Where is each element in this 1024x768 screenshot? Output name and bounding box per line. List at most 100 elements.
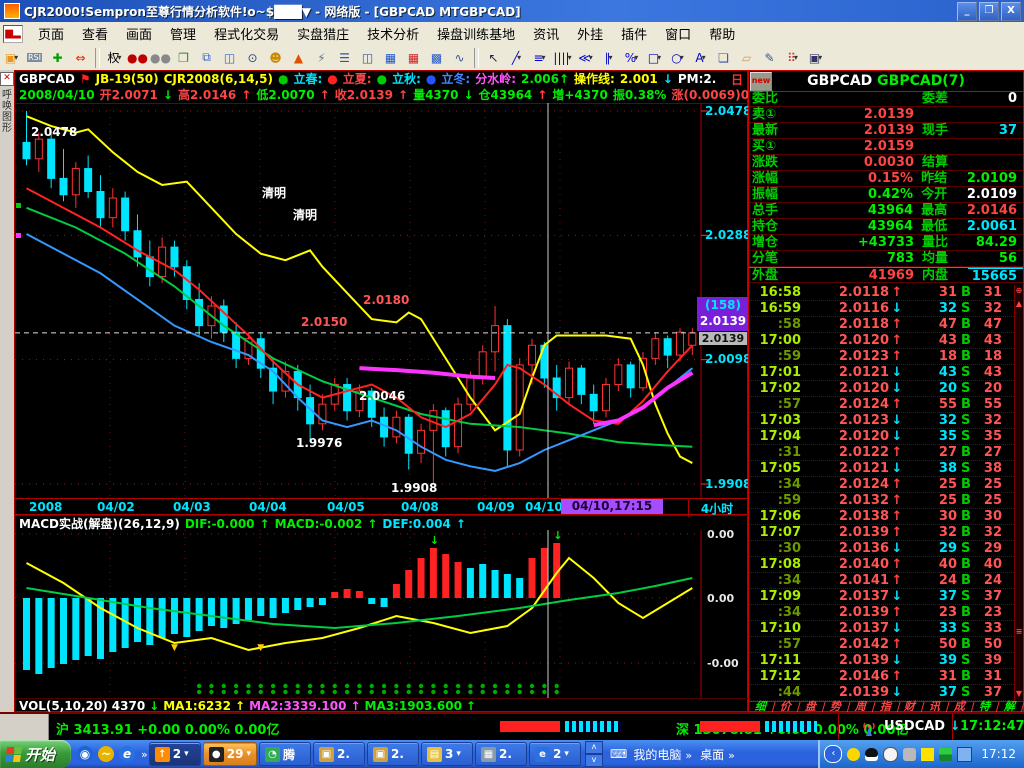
task-qq[interactable]: ● 29 ▾ <box>202 742 257 766</box>
tick-side: B <box>961 477 971 492</box>
tick-time: :57 <box>777 637 801 652</box>
percent-tool-icon[interactable]: % ▾ <box>624 50 639 65</box>
period-label[interactable]: 4小时 <box>688 500 745 517</box>
grid-select-icon[interactable]: ▩ <box>430 50 443 65</box>
traffic-light-icon[interactable]: ●● <box>127 50 148 65</box>
scroll-down-icon[interactable]: ▼ <box>1015 689 1023 698</box>
ie-icon[interactable]: e <box>119 746 136 762</box>
menu-item-外挂[interactable]: 外挂 <box>577 28 604 43</box>
scroll-up-icon[interactable]: ▲ <box>1015 299 1023 308</box>
deskband-item-我的电脑[interactable]: 我的电脑 <box>633 747 682 762</box>
minimize-button[interactable]: _ <box>957 2 977 21</box>
fan-lines-tool-icon[interactable]: ≪ ▾ <box>578 50 593 65</box>
period-flag[interactable]: 日 <box>730 73 743 87</box>
candlestick-chart[interactable] <box>15 103 749 498</box>
eraser-tool-icon[interactable]: ▱ <box>741 50 752 65</box>
deskband-item-桌面[interactable]: 桌面 <box>700 747 725 762</box>
text-segment: 开2.0071 <box>99 88 158 102</box>
side-tool-icon[interactable]: ✕ <box>0 72 14 86</box>
text-segment: ⚑ <box>79 72 91 86</box>
cursor-tool-icon[interactable]: ↖ <box>488 50 499 65</box>
text-segment: MA1:6232 <box>163 699 232 713</box>
channel-tool-icon[interactable]: ∥ ▾ <box>604 50 613 65</box>
menu-item-程式化交易[interactable]: 程式化交易 <box>214 28 280 43</box>
quote-value: 37 <box>998 123 1017 138</box>
rights-adjust-icon[interactable]: 权 ▾ <box>107 51 122 65</box>
menu-item-操盘训练基地[interactable]: 操盘训练基地 <box>437 28 516 43</box>
restore-button[interactable]: ❐ <box>979 2 999 21</box>
book-icon[interactable]: ◫ <box>223 50 236 65</box>
task-app-2a[interactable]: ▣ 2. <box>312 742 365 766</box>
menu-item-插件[interactable]: 插件 <box>621 28 648 43</box>
macd-chart[interactable]: ↓ ↓ ▼ ▼ <box>15 530 749 698</box>
vertical-lines-tool-icon[interactable]: |||| ▾ <box>553 50 572 65</box>
start-button[interactable]: 开始 <box>0 740 72 768</box>
gray-light-icon[interactable]: ●● <box>150 50 171 65</box>
tick-scrollbar[interactable]: ⊕ ▲ ≡ ▼ <box>1014 285 1023 701</box>
menu-item-帮助[interactable]: 帮助 <box>709 28 736 43</box>
list-view-icon[interactable]: ☰ <box>339 50 350 65</box>
menu-item-页面[interactable]: 页面 <box>38 28 65 43</box>
task-updater[interactable]: ↑ 2 ▾ <box>148 742 201 766</box>
menu-item-技术分析[interactable]: 技术分析 <box>367 28 420 43</box>
close-button[interactable]: X <box>1001 2 1021 21</box>
report-icon[interactable]: ❐ <box>178 50 189 65</box>
tray-sun-icon[interactable] <box>847 747 861 761</box>
ellipse-tool-icon[interactable]: ○ ▾ <box>671 50 684 65</box>
task-app-2c[interactable]: ▦ 2. <box>474 742 527 766</box>
task-tencent-traveler[interactable]: ◔ 腾 <box>258 742 311 766</box>
pages-icon[interactable]: ⧉ <box>202 50 211 64</box>
alert-bell-icon[interactable]: ▲ <box>293 50 304 65</box>
tray-updown-icon[interactable] <box>939 747 953 761</box>
plug-icon[interactable]: ⚡ <box>317 50 326 65</box>
tray-collapse-icon[interactable]: ‹ <box>824 745 843 763</box>
menu-item-资讯[interactable]: 资讯 <box>533 28 560 43</box>
firebird-icon[interactable]: ~ <box>98 746 115 762</box>
menu-item-管理[interactable]: 管理 <box>170 28 197 43</box>
kline-window-icon[interactable]: ▦ <box>407 50 420 65</box>
media-player-icon[interactable]: ◉ <box>77 746 94 762</box>
tray-clock-icon[interactable] <box>883 746 899 762</box>
split-view-icon[interactable]: ◫ <box>361 50 374 65</box>
menu-item-实盘猎庄[interactable]: 实盘猎庄 <box>297 28 350 43</box>
move-icon[interactable]: ✚ <box>52 50 63 65</box>
keyboard-icon[interactable]: ⌨ <box>609 747 628 761</box>
compress-icon[interactable]: ⇔ <box>75 50 86 65</box>
new-badge[interactable]: new <box>750 72 772 91</box>
chart-annotation: 清明 <box>293 208 318 222</box>
trend-line-tool-icon[interactable]: ╱ ▾ <box>511 50 522 65</box>
tick-row: 17:01 2.0121 ↓ 43 S 43 <box>749 365 1014 381</box>
deskband-chevron-icon[interactable]: » <box>685 748 693 762</box>
chart-window-icon[interactable]: ▦ <box>384 50 397 65</box>
color-dots-icon[interactable]: ⠿ ▾ <box>787 50 798 65</box>
search-icon[interactable]: ⊙ <box>247 50 258 65</box>
task-ie-2[interactable]: e 2 ▾ <box>528 742 581 766</box>
copy-tool-icon[interactable]: ❏ <box>718 50 729 65</box>
save-icon[interactable]: ▣ ▾ <box>808 50 823 65</box>
scroll-thumb[interactable]: ≡ <box>1015 627 1023 636</box>
fx-pair-ticker[interactable]: USDCAD ↓ <box>884 719 961 734</box>
task-app-2b[interactable]: ▣ 2. <box>366 742 419 766</box>
mini-chart-icon[interactable]: ∿ <box>454 50 465 65</box>
coin-icon[interactable]: ☻ <box>269 50 282 65</box>
horizontal-lines-tool-icon[interactable]: ≡ ▾ <box>533 50 546 65</box>
menu-item-查看[interactable]: 查看 <box>82 28 109 43</box>
quote-value <box>968 107 1023 122</box>
rectangle-tool-icon[interactable]: □ ▾ <box>647 50 662 65</box>
lock-drawing-icon[interactable]: ✎ <box>764 50 775 65</box>
text-tool-icon[interactable]: A ▾ <box>695 50 706 65</box>
deskband-chevron-icon[interactable]: » <box>728 748 735 762</box>
quote-label <box>914 107 968 122</box>
tray-tool-icon[interactable] <box>903 747 917 761</box>
tray-network-icon[interactable] <box>957 746 973 762</box>
tray-qq-icon[interactable] <box>865 747 879 761</box>
open-page-icon[interactable]: ▣ ▾ <box>4 50 19 65</box>
side-toolbar[interactable]: ✕ 呼唤图形 <box>0 70 15 740</box>
menu-item-画面[interactable]: 画面 <box>126 28 153 43</box>
task-folders[interactable]: ▤ 3 ▾ <box>420 742 473 766</box>
rsi-indicator-icon[interactable]: RSI <box>27 53 42 62</box>
menu-item-窗口[interactable]: 窗口 <box>665 28 692 43</box>
quicklaunch-chevron-icon[interactable]: » <box>141 747 148 761</box>
tray-note-icon[interactable] <box>921 747 935 761</box>
